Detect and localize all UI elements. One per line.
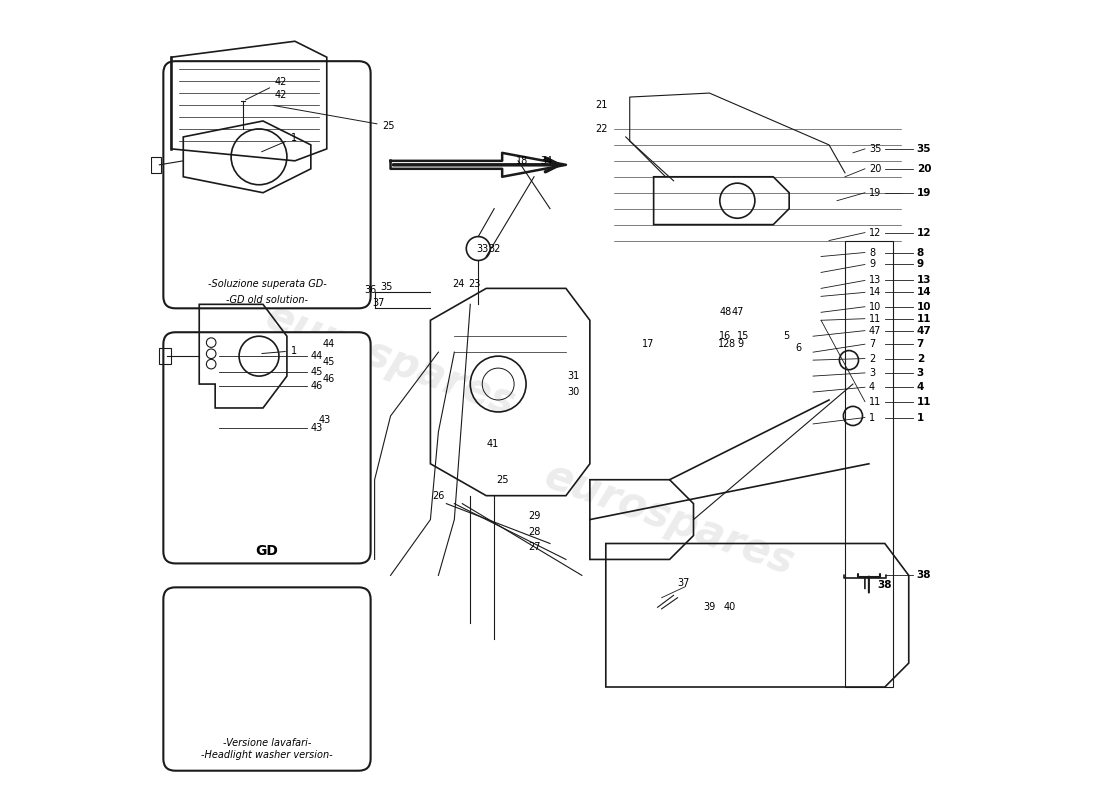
Text: 41: 41: [486, 439, 498, 449]
Text: 7: 7: [869, 339, 876, 349]
Text: 13: 13: [916, 275, 932, 286]
Text: 12: 12: [717, 339, 730, 349]
Text: 1: 1: [262, 346, 297, 356]
Text: 28: 28: [528, 526, 540, 537]
Text: 40: 40: [724, 602, 736, 612]
Text: 8: 8: [916, 247, 924, 258]
Text: 5: 5: [783, 331, 790, 342]
FancyBboxPatch shape: [163, 332, 371, 563]
Text: 43: 43: [319, 415, 331, 425]
Text: 6: 6: [795, 343, 802, 353]
Text: 25: 25: [496, 474, 508, 485]
Text: 47: 47: [869, 326, 881, 336]
Text: 14: 14: [869, 287, 881, 298]
Text: 35: 35: [869, 144, 881, 154]
Text: 29: 29: [528, 510, 540, 521]
Text: 46: 46: [311, 381, 323, 390]
Text: 1: 1: [916, 413, 924, 422]
Text: 47: 47: [916, 326, 932, 336]
Text: 8: 8: [728, 339, 735, 349]
Text: 31: 31: [568, 371, 580, 381]
Text: 4: 4: [916, 382, 924, 392]
Text: 2: 2: [916, 354, 924, 363]
Text: 11: 11: [916, 397, 932, 406]
Text: 24: 24: [452, 279, 464, 290]
Text: 18: 18: [516, 156, 528, 166]
Text: 37: 37: [373, 298, 385, 308]
Text: 19: 19: [869, 188, 881, 198]
Text: 1: 1: [262, 133, 297, 152]
Text: eurospares: eurospares: [539, 455, 801, 584]
Text: 30: 30: [568, 387, 580, 397]
Text: 45: 45: [322, 357, 335, 366]
Text: 10: 10: [916, 302, 932, 312]
Text: 4: 4: [869, 382, 874, 392]
Text: 48: 48: [719, 307, 732, 318]
Text: GD: GD: [255, 545, 278, 558]
Text: 20: 20: [916, 164, 932, 174]
Text: 11: 11: [916, 314, 932, 324]
Text: 11: 11: [869, 397, 881, 406]
Text: 13: 13: [869, 275, 881, 286]
Text: 20: 20: [869, 164, 881, 174]
Text: 19: 19: [916, 188, 931, 198]
Text: 9: 9: [916, 259, 924, 270]
Bar: [152, 157, 161, 173]
Text: 42: 42: [245, 77, 287, 100]
Text: 25: 25: [274, 106, 395, 131]
Text: -Headlight washer version-: -Headlight washer version-: [201, 750, 333, 760]
Text: 21: 21: [595, 100, 608, 110]
Text: 33: 33: [476, 243, 488, 254]
Bar: [160, 348, 172, 364]
Text: 44: 44: [311, 351, 323, 361]
Text: 11: 11: [869, 314, 881, 324]
Text: 16: 16: [719, 331, 732, 342]
Text: -Versione lavafari-: -Versione lavafari-: [223, 738, 311, 748]
Text: 3: 3: [869, 368, 874, 378]
Text: 36: 36: [364, 285, 376, 295]
FancyBboxPatch shape: [163, 61, 371, 308]
Text: 9: 9: [737, 339, 744, 349]
Text: 22: 22: [595, 124, 608, 134]
Text: 43: 43: [311, 423, 323, 433]
Text: 10: 10: [869, 302, 881, 312]
Text: 27: 27: [528, 542, 540, 553]
Text: 26: 26: [432, 490, 444, 501]
Text: 32: 32: [488, 243, 501, 254]
Text: -GD old solution-: -GD old solution-: [226, 295, 308, 306]
Text: 17: 17: [642, 339, 654, 349]
Text: 12: 12: [869, 227, 881, 238]
Text: 44: 44: [322, 339, 335, 349]
Polygon shape: [390, 153, 565, 177]
Text: 1: 1: [869, 413, 874, 422]
FancyBboxPatch shape: [163, 587, 371, 770]
Text: 35: 35: [916, 144, 932, 154]
Text: 2: 2: [869, 354, 876, 363]
Text: 46: 46: [322, 374, 335, 384]
Text: 23: 23: [469, 279, 481, 290]
Text: 45: 45: [311, 367, 323, 377]
Text: 12: 12: [916, 227, 932, 238]
Text: 34: 34: [540, 156, 552, 166]
Text: 47: 47: [732, 307, 744, 318]
Text: 14: 14: [916, 287, 932, 298]
Text: 3: 3: [916, 368, 924, 378]
Text: eurospares: eurospares: [260, 295, 521, 425]
Text: 35: 35: [381, 282, 393, 292]
Text: 38: 38: [877, 580, 891, 590]
Text: 8: 8: [869, 247, 874, 258]
Text: 42: 42: [275, 90, 287, 101]
Text: 39: 39: [703, 602, 716, 612]
Text: 37: 37: [678, 578, 690, 588]
Text: -Soluzione superata GD-: -Soluzione superata GD-: [208, 279, 327, 290]
Text: 9: 9: [869, 259, 874, 270]
Text: 15: 15: [737, 331, 749, 342]
Text: 7: 7: [916, 339, 924, 349]
Text: 38: 38: [916, 570, 932, 580]
